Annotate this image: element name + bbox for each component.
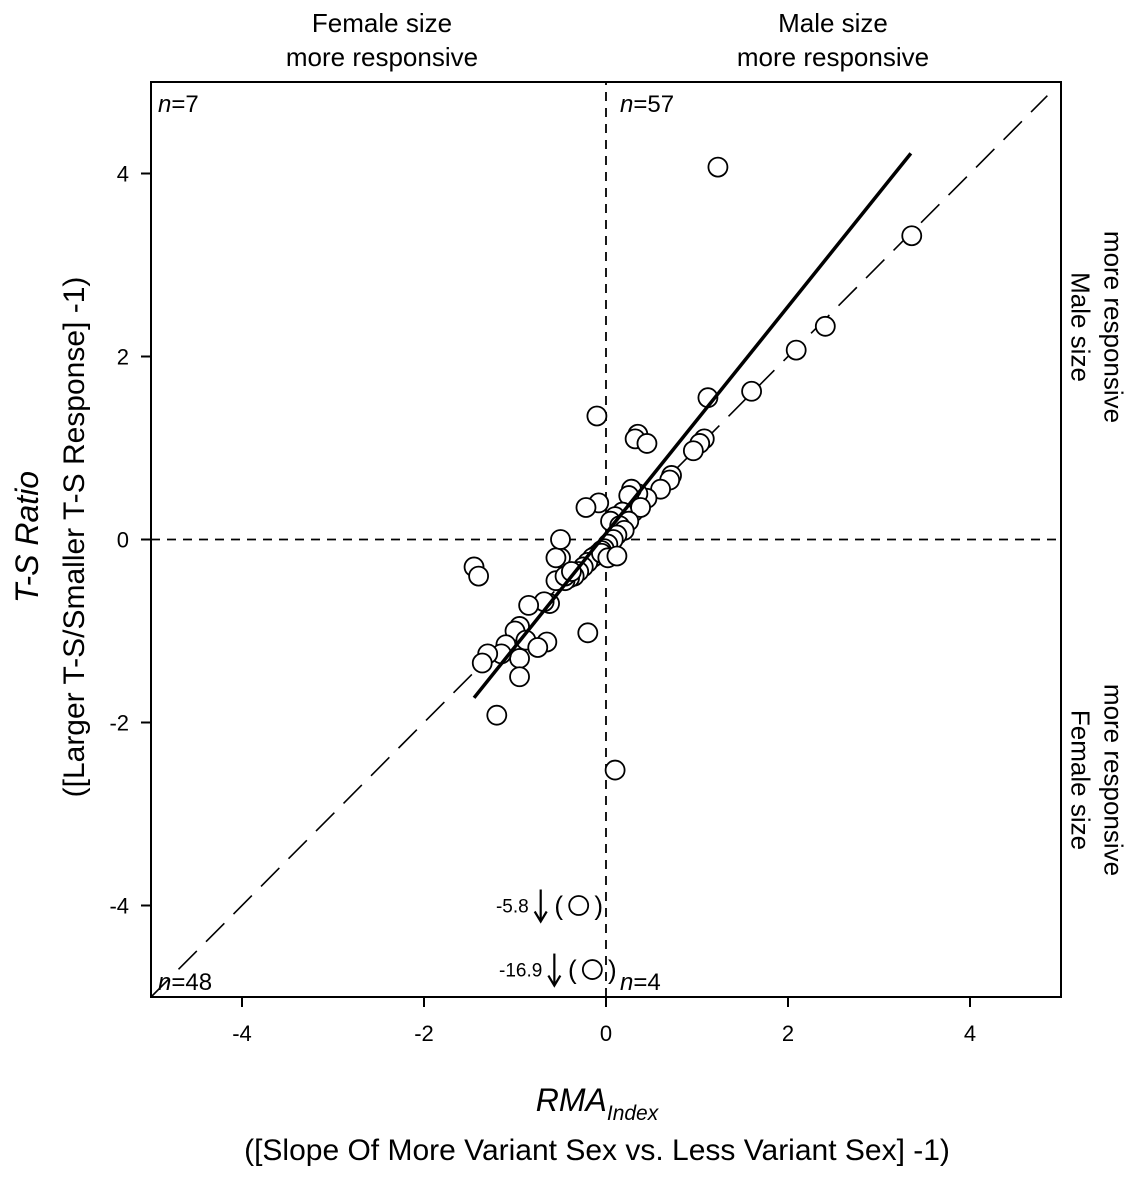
data-point [586,405,608,427]
x-tick-label: -2 [414,1021,434,1046]
data-point [814,315,836,337]
y-tick-label: 2 [117,345,129,370]
count-bottom-left: n=48 [158,969,212,996]
off-scale-paren-right: ) [608,955,617,985]
data-point [509,666,530,688]
region-label-right-upper-line: Male size [1066,272,1096,382]
count-top-right: n=57 [620,91,674,118]
region-label-right-lower-line: Female size [1066,710,1096,850]
y-tick-label: -2 [109,711,129,736]
y-tick-label: 4 [117,162,129,187]
data-point [682,440,704,462]
region-label-top-left-2: more responsive [286,42,478,72]
data-point [741,380,762,402]
data-point [901,225,923,247]
off-scale-arrow-head [547,974,562,988]
off-scale-value-label: -5.8 [496,897,529,918]
data-point [471,652,493,674]
data-point [785,339,807,361]
data-point [575,497,597,518]
x-axis-title-line2: ([Slope Of More Variant Sex vs. Less Var… [244,1134,950,1167]
off-scale-data-point [581,959,603,980]
data-point [527,637,549,658]
off-scale-paren-right: ) [594,891,603,921]
x-tick-label: 0 [600,1021,612,1046]
off-scale-paren-left: ( [554,891,563,921]
off-scale-value-label: -16.9 [499,961,542,982]
off-scale-paren-left: ( [568,955,577,985]
region-label-top-right-1: Male size [778,8,888,38]
data-point [518,594,540,616]
off-scale-data-point [568,895,590,916]
region-label-right-upper-line: more responsive [1099,231,1129,423]
y-axis-title: T-S Ratio [9,471,45,603]
data-point [636,433,658,454]
region-label-right-lower-line: more responsive [1099,684,1129,876]
data-point [550,529,571,550]
data-point [707,156,729,178]
off-scale-arrow-head [533,910,548,924]
y-tick-label: 0 [117,528,129,553]
data-point [577,622,599,644]
data-point [630,497,651,518]
y-axis-title-line2: ([Larger T-S/Smaller T-S Response] -1) [58,277,91,798]
data-point [486,704,508,726]
y-axis-title-group: T-S Ratio ([Larger T-S/Smaller T-S Respon… [9,277,91,798]
regression-line [472,152,913,699]
region-label-top-right-2: more responsive [737,42,929,72]
x-tick-label: -4 [232,1021,252,1046]
x-axis-title: RMAIndex [536,1082,660,1125]
x-tick-label: 2 [782,1021,794,1046]
data-point [604,759,626,781]
count-bottom-right: n=4 [620,969,661,996]
data-point [468,565,490,587]
data-point [606,545,628,567]
y-tick-label: -4 [109,894,129,919]
data-point [561,561,582,582]
count-top-left: n=7 [158,91,199,118]
region-label-top-left-1: Female size [312,8,452,38]
x-tick-label: 4 [964,1021,976,1046]
data-point [545,547,567,569]
